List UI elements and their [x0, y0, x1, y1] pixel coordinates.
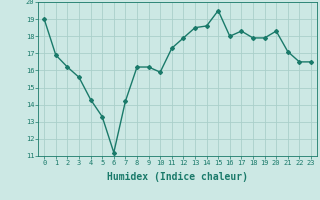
X-axis label: Humidex (Indice chaleur): Humidex (Indice chaleur) [107, 172, 248, 182]
